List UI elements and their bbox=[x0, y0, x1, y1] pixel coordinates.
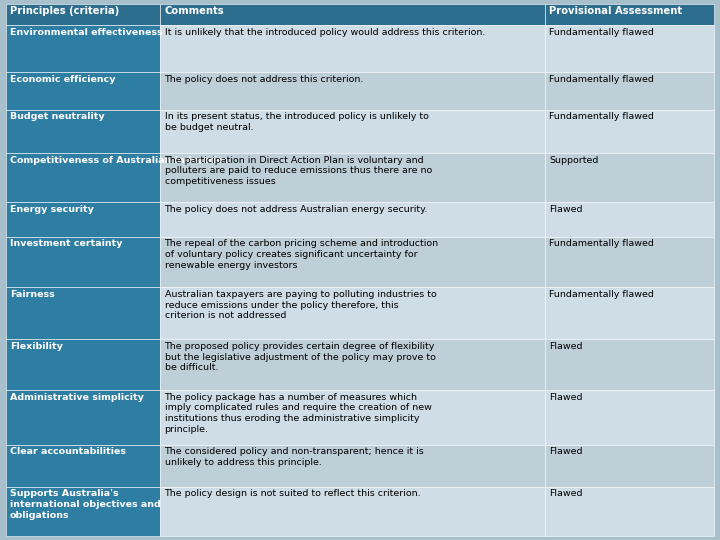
Bar bbox=[6, 202, 161, 237]
Bar bbox=[161, 4, 545, 25]
Text: The policy does not address this criterion.: The policy does not address this criteri… bbox=[165, 75, 364, 84]
Bar bbox=[545, 487, 714, 536]
Text: Supports Australia's
international objectives and
obligations: Supports Australia's international objec… bbox=[10, 489, 161, 520]
Bar bbox=[161, 287, 545, 339]
Bar bbox=[6, 444, 161, 487]
Text: Investment certainty: Investment certainty bbox=[10, 239, 122, 248]
Text: The repeal of the carbon pricing scheme and introduction
of voluntary policy cre: The repeal of the carbon pricing scheme … bbox=[165, 239, 438, 270]
Text: Principles (criteria): Principles (criteria) bbox=[10, 6, 120, 17]
Text: Energy security: Energy security bbox=[10, 205, 94, 214]
Text: In its present status, the introduced policy is unlikely to
be budget neutral.: In its present status, the introduced po… bbox=[165, 112, 428, 132]
Text: Australian taxpayers are paying to polluting industries to
reduce emissions unde: Australian taxpayers are paying to pollu… bbox=[165, 290, 436, 320]
Bar bbox=[545, 444, 714, 487]
Bar bbox=[161, 202, 545, 237]
Text: Fundamentally flawed: Fundamentally flawed bbox=[549, 75, 654, 84]
Bar bbox=[6, 4, 161, 25]
Bar bbox=[545, 287, 714, 339]
Text: Comments: Comments bbox=[165, 6, 224, 17]
Bar bbox=[6, 237, 161, 287]
Bar bbox=[161, 110, 545, 153]
Bar bbox=[6, 390, 161, 444]
Bar bbox=[545, 25, 714, 72]
Text: Fundamentally flawed: Fundamentally flawed bbox=[549, 28, 654, 37]
Bar bbox=[161, 339, 545, 390]
Text: Fairness: Fairness bbox=[10, 290, 55, 299]
Bar bbox=[161, 390, 545, 444]
Text: The participation in Direct Action Plan is voluntary and
polluters are paid to r: The participation in Direct Action Plan … bbox=[165, 156, 432, 186]
Bar bbox=[6, 110, 161, 153]
Bar bbox=[6, 153, 161, 202]
Text: Competitiveness of Australian industries: Competitiveness of Australian industries bbox=[10, 156, 228, 165]
Text: It is unlikely that the introduced policy would address this criterion.: It is unlikely that the introduced polic… bbox=[165, 28, 485, 37]
Text: Provisional Assessment: Provisional Assessment bbox=[549, 6, 683, 17]
Text: Administrative simplicity: Administrative simplicity bbox=[10, 393, 144, 402]
Text: Flawed: Flawed bbox=[549, 393, 582, 402]
Text: Flawed: Flawed bbox=[549, 447, 582, 456]
Text: Fundamentally flawed: Fundamentally flawed bbox=[549, 112, 654, 122]
Bar bbox=[545, 153, 714, 202]
Text: The proposed policy provides certain degree of flexibility
but the legislative a: The proposed policy provides certain deg… bbox=[165, 342, 436, 373]
Text: Flexibility: Flexibility bbox=[10, 342, 63, 351]
Bar bbox=[161, 72, 545, 110]
Bar bbox=[545, 202, 714, 237]
Bar bbox=[545, 72, 714, 110]
Text: Flawed: Flawed bbox=[549, 342, 582, 351]
Bar bbox=[161, 444, 545, 487]
Text: Environmental effectiveness: Environmental effectiveness bbox=[10, 28, 163, 37]
Bar bbox=[6, 72, 161, 110]
Bar bbox=[6, 287, 161, 339]
Bar bbox=[545, 4, 714, 25]
Bar bbox=[6, 487, 161, 536]
Bar bbox=[161, 237, 545, 287]
Bar bbox=[6, 339, 161, 390]
Text: The policy design is not suited to reflect this criterion.: The policy design is not suited to refle… bbox=[165, 489, 421, 498]
Text: The considered policy and non-transparent; hence it is
unlikely to address this : The considered policy and non-transparen… bbox=[165, 447, 424, 467]
Text: Flawed: Flawed bbox=[549, 205, 582, 214]
Text: The policy does not address Australian energy security.: The policy does not address Australian e… bbox=[165, 205, 428, 214]
Text: Budget neutrality: Budget neutrality bbox=[10, 112, 104, 122]
Bar bbox=[161, 25, 545, 72]
Bar bbox=[161, 487, 545, 536]
Bar bbox=[6, 25, 161, 72]
Text: Fundamentally flawed: Fundamentally flawed bbox=[549, 290, 654, 299]
Text: Flawed: Flawed bbox=[549, 489, 582, 498]
Bar bbox=[161, 153, 545, 202]
Text: Fundamentally flawed: Fundamentally flawed bbox=[549, 239, 654, 248]
Text: Clear accountabilities: Clear accountabilities bbox=[10, 447, 126, 456]
Text: Supported: Supported bbox=[549, 156, 598, 165]
Text: The policy package has a number of measures which
imply complicated rules and re: The policy package has a number of measu… bbox=[165, 393, 431, 434]
Bar bbox=[545, 110, 714, 153]
Bar bbox=[545, 339, 714, 390]
Bar bbox=[545, 390, 714, 444]
Text: Economic efficiency: Economic efficiency bbox=[10, 75, 116, 84]
Bar bbox=[545, 237, 714, 287]
